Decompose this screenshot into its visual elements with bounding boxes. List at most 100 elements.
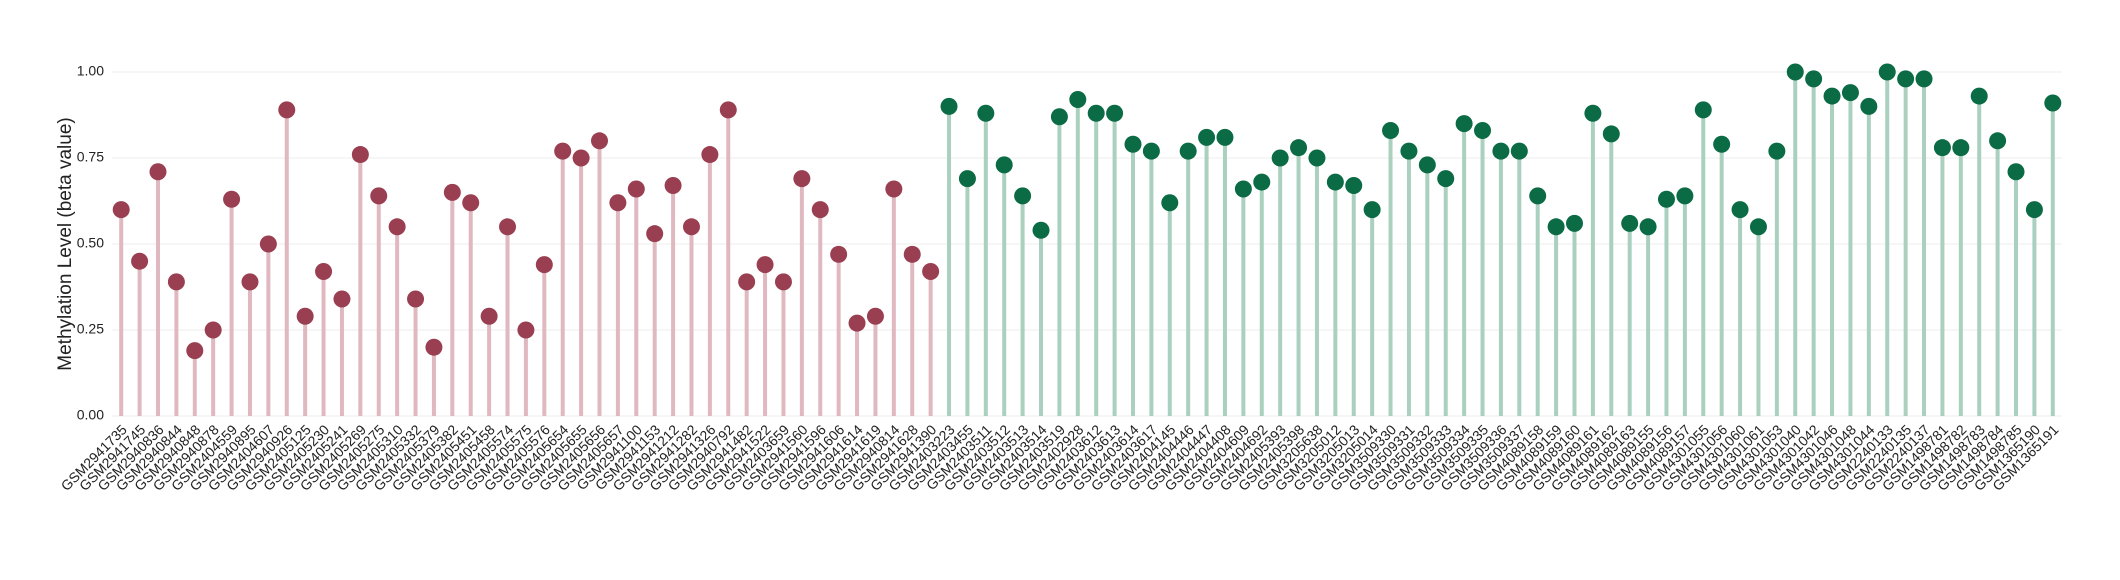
marker bbox=[1529, 187, 1547, 205]
marker bbox=[1455, 115, 1473, 133]
marker bbox=[591, 132, 608, 150]
marker bbox=[940, 97, 958, 115]
marker bbox=[1345, 177, 1363, 195]
marker bbox=[682, 218, 700, 236]
y-tick-label: 0.00 bbox=[77, 407, 104, 423]
marker bbox=[259, 235, 277, 253]
marker bbox=[958, 170, 976, 188]
marker bbox=[1161, 194, 1179, 212]
marker bbox=[554, 142, 572, 160]
marker bbox=[112, 201, 130, 219]
marker bbox=[1418, 156, 1436, 174]
marker bbox=[1069, 91, 1087, 109]
marker bbox=[1382, 121, 1400, 139]
marker bbox=[407, 290, 425, 308]
marker bbox=[1142, 142, 1160, 160]
marker bbox=[480, 307, 498, 325]
marker bbox=[1234, 180, 1252, 198]
marker bbox=[866, 307, 884, 325]
marker bbox=[1474, 121, 1492, 139]
marker bbox=[774, 273, 792, 291]
marker bbox=[1106, 104, 1124, 122]
marker bbox=[1179, 142, 1197, 160]
marker bbox=[1989, 132, 2007, 150]
marker bbox=[830, 245, 848, 263]
marker bbox=[1437, 170, 1455, 188]
marker bbox=[333, 290, 351, 308]
marker bbox=[1694, 101, 1712, 119]
marker bbox=[1749, 218, 1767, 236]
marker bbox=[977, 104, 995, 122]
marker bbox=[1308, 149, 1326, 167]
y-axis-title: Methylation Level (beta value) bbox=[55, 117, 76, 370]
marker bbox=[664, 177, 682, 195]
marker bbox=[278, 101, 296, 119]
marker bbox=[443, 183, 461, 201]
marker bbox=[2007, 163, 2025, 181]
marker bbox=[1602, 125, 1620, 143]
y-tick-label: 0.50 bbox=[77, 235, 104, 251]
marker bbox=[517, 321, 535, 339]
marker bbox=[1216, 128, 1234, 146]
marker bbox=[351, 146, 369, 164]
marker bbox=[793, 170, 811, 188]
marker bbox=[370, 187, 388, 205]
marker bbox=[885, 180, 903, 198]
marker bbox=[1915, 70, 1933, 88]
marker bbox=[848, 314, 866, 332]
marker bbox=[1841, 84, 1859, 102]
marker bbox=[572, 149, 590, 167]
marker bbox=[1124, 135, 1142, 153]
marker bbox=[1547, 218, 1565, 236]
marker bbox=[1657, 190, 1675, 208]
marker bbox=[149, 163, 167, 181]
marker bbox=[1970, 87, 1988, 105]
marker bbox=[701, 146, 719, 164]
marker bbox=[1731, 201, 1749, 219]
marker bbox=[1639, 218, 1657, 236]
marker bbox=[1805, 70, 1823, 88]
marker bbox=[1713, 135, 1731, 153]
marker bbox=[609, 194, 627, 212]
marker bbox=[903, 245, 921, 263]
marker bbox=[1933, 139, 1951, 157]
marker bbox=[995, 156, 1013, 174]
marker bbox=[1952, 139, 1970, 157]
marker bbox=[296, 307, 314, 325]
marker bbox=[204, 321, 222, 339]
marker bbox=[1290, 139, 1308, 157]
marker bbox=[1897, 70, 1915, 88]
marker bbox=[223, 190, 241, 208]
marker bbox=[2044, 94, 2062, 112]
marker bbox=[1050, 108, 1068, 126]
marker bbox=[388, 218, 406, 236]
marker bbox=[315, 263, 333, 281]
marker bbox=[719, 101, 737, 119]
marker bbox=[1198, 128, 1216, 146]
marker bbox=[1768, 142, 1786, 160]
marker bbox=[1786, 63, 1804, 81]
marker bbox=[922, 263, 940, 281]
marker bbox=[1860, 97, 1878, 115]
marker bbox=[1400, 142, 1418, 160]
marker bbox=[462, 194, 480, 212]
marker bbox=[756, 256, 774, 274]
marker bbox=[1878, 63, 1896, 81]
marker bbox=[131, 252, 149, 270]
marker bbox=[1621, 214, 1639, 232]
marker bbox=[2025, 201, 2043, 219]
marker bbox=[1326, 173, 1344, 191]
marker bbox=[1014, 187, 1032, 205]
marker bbox=[425, 338, 443, 356]
marker bbox=[738, 273, 756, 291]
marker bbox=[499, 218, 517, 236]
marker bbox=[1492, 142, 1510, 160]
marker bbox=[811, 201, 829, 219]
marker bbox=[627, 180, 645, 198]
y-tick-label: 0.25 bbox=[77, 321, 104, 337]
y-tick-label: 0.75 bbox=[77, 149, 104, 165]
marker bbox=[1510, 142, 1528, 160]
marker bbox=[1087, 104, 1105, 122]
marker bbox=[1823, 87, 1841, 105]
marker bbox=[1566, 214, 1583, 232]
